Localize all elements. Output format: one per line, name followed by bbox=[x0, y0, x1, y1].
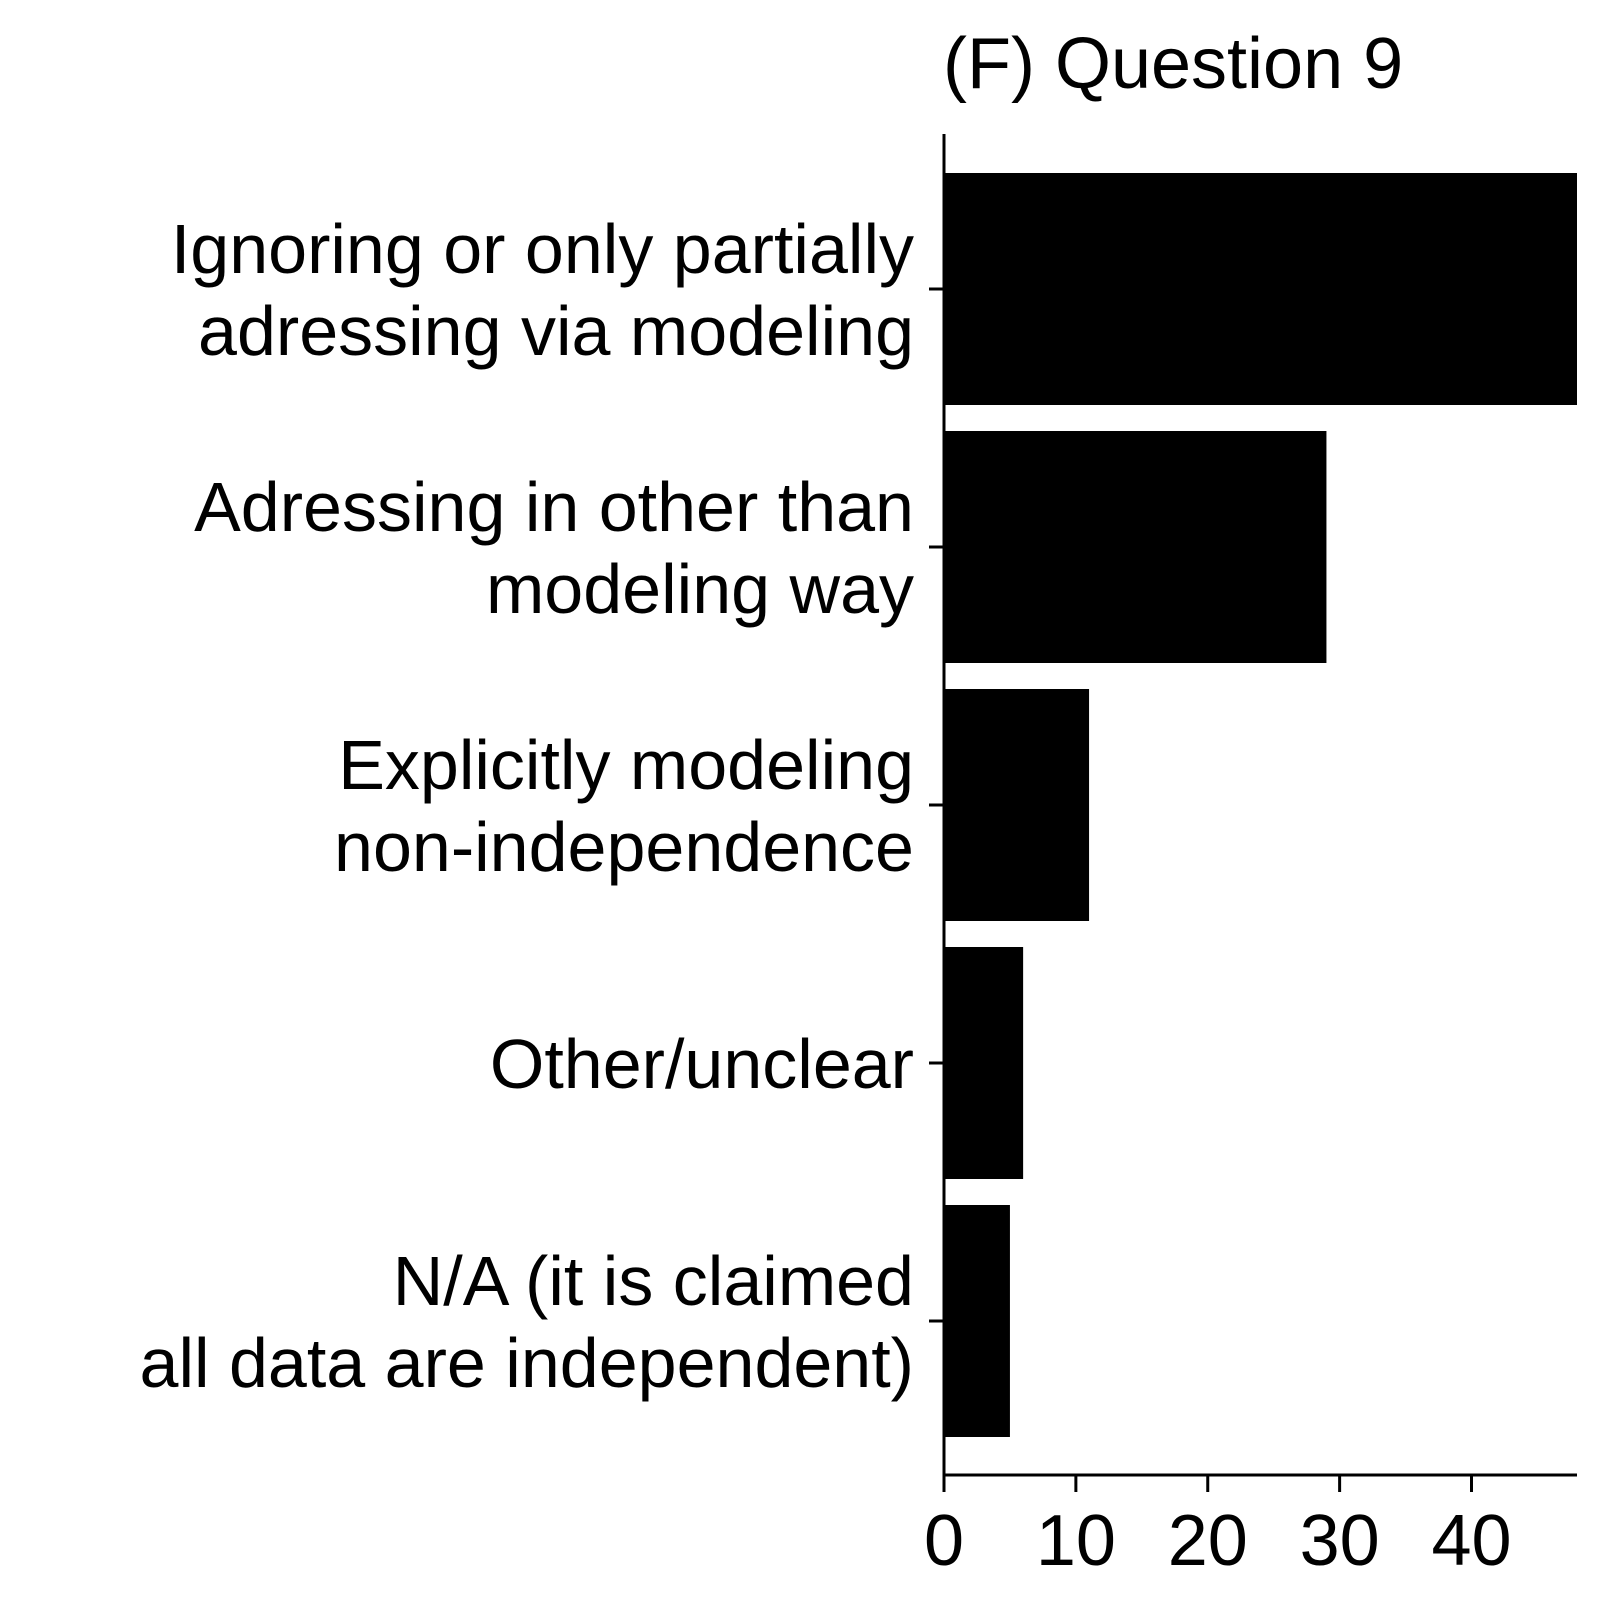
bars-group bbox=[945, 173, 1577, 1437]
bar-0 bbox=[945, 173, 1577, 405]
bar-3 bbox=[945, 947, 1024, 1179]
x-tick-label-1: 10 bbox=[1036, 1501, 1116, 1581]
bar-1 bbox=[945, 431, 1327, 663]
chart-title: (F) Question 9 bbox=[943, 24, 1403, 104]
category-label-0: Ignoring or only partially adressing via … bbox=[171, 210, 914, 370]
category-label-1: Adressing in other than modeling way bbox=[194, 468, 914, 628]
x-tick-label-3: 30 bbox=[1300, 1501, 1380, 1581]
category-label-4: N/A (it is claimed all data are independe… bbox=[140, 1242, 914, 1402]
x-axis: 0 10 20 30 40 bbox=[924, 1473, 1577, 1581]
y-axis: Ignoring or only partially adressing via … bbox=[140, 134, 946, 1475]
x-tick-label-0: 0 bbox=[924, 1501, 964, 1581]
category-label-2: Explicitly modeling non-independence bbox=[334, 726, 914, 886]
bar-2 bbox=[945, 689, 1090, 921]
x-tick-label-2: 20 bbox=[1168, 1501, 1248, 1581]
x-tick-label-4: 40 bbox=[1431, 1501, 1511, 1581]
bar-4 bbox=[945, 1205, 1010, 1437]
category-label-3: Other/unclear bbox=[490, 1025, 914, 1103]
